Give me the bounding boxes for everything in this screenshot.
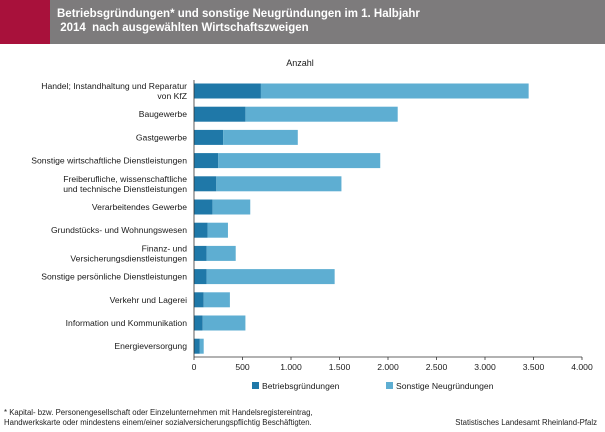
source-credit: Statistisches Landesamt Rheinland-Pfalz [455,418,597,427]
x-tick-label: 1.000 [280,362,302,372]
bar-segment-sonstige-neugruendungen [212,199,251,215]
legend: Betriebsgründungen Sonstige Neugründungen [252,381,494,391]
bar-segment-betriebsgruendungen [194,199,213,215]
bar-segment-sonstige-neugruendungen [199,338,204,354]
bar-segment-sonstige-neugruendungen [218,153,381,169]
bar-segment-sonstige-neugruendungen [245,106,398,122]
category-labels: Handel; Instandhaltung und Reparaturvon … [31,81,187,351]
bars-group [194,83,529,354]
category-label: Handel; Instandhaltung und Reparatur [41,81,187,91]
bar-segment-betriebsgruendungen [194,315,203,331]
x-tick-label: 500 [235,362,250,372]
bar-segment-betriebsgruendungen [194,106,246,122]
bar-segment-betriebsgruendungen [194,176,217,192]
bar-segment-betriebsgruendungen [194,83,261,99]
legend-label: Betriebsgründungen [262,381,340,391]
bar-segment-sonstige-neugruendungen [206,269,335,285]
category-label: Energieversorgung [114,341,187,351]
chart-title-line-2: 2014 nach ausgewählten Wirtschaftszweige… [57,22,309,34]
bar-segment-betriebsgruendungen [194,292,204,308]
category-label: Verarbeitendes Gewerbe [92,202,187,212]
category-label: Verkehr und Lagerei [110,295,187,305]
category-label: Baugewerbe [139,109,187,119]
category-label: Versicherungsdienstleistungen [70,253,187,263]
legend-swatch [252,382,259,389]
bar-segment-betriebsgruendungen [194,338,200,354]
category-label: von KfZ [157,91,187,101]
x-tick-label: 1.500 [329,362,351,372]
category-label: Sonstige wirtschaftliche Dienstleistunge… [31,156,187,166]
category-label: Information und Kommunikation [66,318,188,328]
footnote-line-2: Handwerkskarte oder mindestens einem/ein… [4,418,312,427]
bar-segment-sonstige-neugruendungen [202,315,246,331]
category-label: und technische Dienstleistungen [63,184,187,194]
category-label: Finanz- und [142,243,188,253]
category-label: Sonstige persönliche Dienstleistungen [41,272,187,282]
category-label: Gastgewerbe [136,132,187,142]
category-label: Grundstücks- und Wohnungswesen [51,225,187,235]
bar-segment-sonstige-neugruendungen [206,245,236,261]
x-tick-label: 2.000 [377,362,399,372]
bar-segment-betriebsgruendungen [194,245,207,261]
footnote: * Kapital- bzw. Personengesellschaft ode… [4,408,313,428]
x-tick-label: 0 [192,362,197,372]
legend-swatch [386,382,393,389]
bar-segment-sonstige-neugruendungen [207,222,228,238]
x-tick-label: 4.000 [571,362,593,372]
x-tick-label: 3.000 [474,362,496,372]
bar-segment-sonstige-neugruendungen [223,129,298,145]
x-axis: 0 500 1.000 1.500 2.000 2.500 3.000 3.500 4.000 [192,80,593,372]
bar-segment-sonstige-neugruendungen [260,83,529,99]
axis-title: Anzahl [286,58,314,68]
category-label: Freiberufliche, wissenschaftliche [63,174,187,184]
bar-segment-sonstige-neugruendungen [203,292,230,308]
bar-segment-betriebsgruendungen [194,153,219,169]
stacked-bar-chart: Anzahl Handel; Instandhaltung und Repara… [31,58,593,391]
legend-label: Sonstige Neugründungen [396,381,494,391]
chart-title: Betriebsgründungen* und sonstige Neugrün… [57,7,420,35]
footnote-line-1: * Kapital- bzw. Personengesellschaft ode… [4,408,313,417]
bar-segment-betriebsgruendungen [194,129,224,145]
x-tick-label: 2.500 [426,362,448,372]
bar-segment-betriebsgruendungen [194,269,207,285]
chart-title-line-1: Betriebsgründungen* und sonstige Neugrün… [57,8,420,20]
header-bar: Betriebsgründungen* und sonstige Neugrün… [0,0,605,44]
bar-segment-betriebsgruendungen [194,222,208,238]
header-accent-block [0,0,50,44]
bar-segment-sonstige-neugruendungen [216,176,342,192]
x-tick-label: 3.500 [523,362,545,372]
